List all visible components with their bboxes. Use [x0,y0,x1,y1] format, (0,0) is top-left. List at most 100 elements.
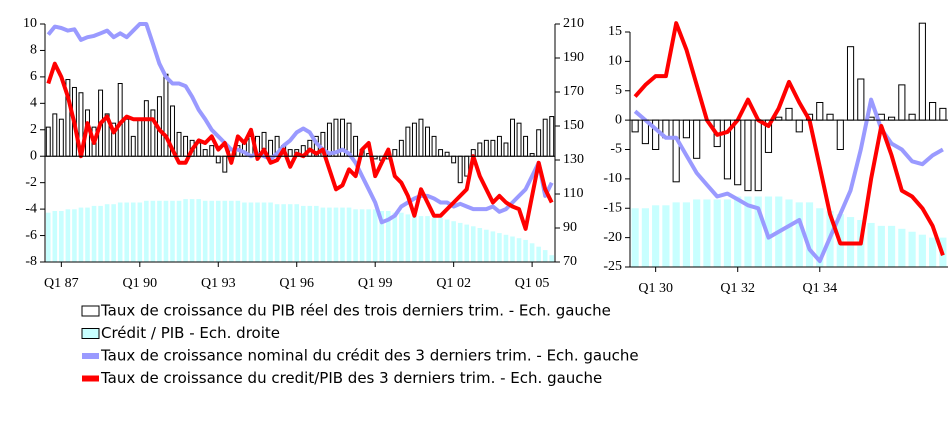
bar [209,200,215,262]
bar [65,209,71,262]
bar [516,122,522,157]
bar [150,200,156,262]
bar [536,129,542,157]
y2-tick-label: 170 [563,84,584,99]
bar [189,199,195,262]
bar [411,122,417,157]
bar [693,199,701,267]
y-tick-label: -8 [25,254,37,269]
bar [242,202,247,262]
bar [490,231,496,262]
bar [451,221,456,262]
x-tick-label: Q1 90 [122,276,157,291]
bar [536,246,541,262]
y2-tick-label: 130 [563,152,584,167]
bar [268,202,273,262]
y2-tick-label: 150 [563,118,584,133]
x-tick-label: Q1 02 [436,276,471,291]
bar [438,149,444,157]
bar [523,135,529,157]
bar [451,155,457,164]
bar [734,196,742,267]
bar [484,229,489,262]
bar [183,135,189,157]
bar [287,149,293,157]
bar [693,119,701,159]
bar [431,217,437,262]
bar [682,202,691,267]
x-tick-label: Q1 32 [720,281,755,296]
bar [333,207,339,262]
y-tick-label: 6 [30,69,37,84]
bar [734,119,742,186]
bar [836,119,844,150]
y-tick-label: -5 [610,142,622,157]
bar [98,205,103,262]
y2-tick-label: 190 [563,50,584,65]
y-tick-label: 0 [615,112,622,127]
x-tick-label: Q1 93 [201,276,236,291]
bar [412,214,417,262]
bar [470,226,476,262]
bar [157,200,162,262]
bar [59,211,64,262]
y2-tick-label: 90 [563,220,577,235]
bar [85,207,90,262]
bar [379,211,385,262]
bar [425,126,430,157]
bar [503,234,509,262]
y-tick-label: 0 [30,148,37,163]
bar [170,200,175,262]
bar [744,196,752,267]
bar [248,202,254,262]
x-tick-label: Q1 96 [279,276,314,291]
bar [353,209,358,262]
bar [477,228,483,262]
bar [137,202,143,262]
bar [490,139,496,157]
bar [929,237,937,267]
bar [457,222,463,262]
bar [294,204,300,262]
bar [846,46,855,121]
bar [137,118,143,157]
bar [124,202,130,262]
bar [723,199,732,267]
bar [542,118,548,157]
bar [359,209,365,262]
bar [908,113,916,121]
bar [143,100,149,157]
y-tick-label: 10 [23,16,37,31]
y-tick-label: -25 [603,259,622,274]
bar [918,22,926,121]
bar [353,135,359,157]
bar [327,207,332,262]
bar [163,73,169,157]
bar [631,208,639,267]
y-tick-label: 15 [608,24,622,39]
bar [431,135,437,157]
bar [496,135,502,157]
bar [549,116,555,157]
bar [641,208,649,267]
bar [150,109,156,157]
bar [274,204,280,262]
y-tick-label: 5 [615,83,622,98]
y2-tick-label: 70 [563,254,577,269]
bar [398,139,404,157]
bar [52,113,58,157]
bar [444,219,450,262]
bar [385,211,391,262]
bar [510,118,515,157]
bar [483,139,489,157]
bar [425,216,430,262]
bar [183,199,188,262]
bar [320,207,326,262]
bar [477,142,483,157]
legend-swatch [81,305,100,317]
y-tick-label: -6 [25,228,37,243]
bar [418,216,424,262]
bar [117,202,123,262]
bar [682,119,690,139]
